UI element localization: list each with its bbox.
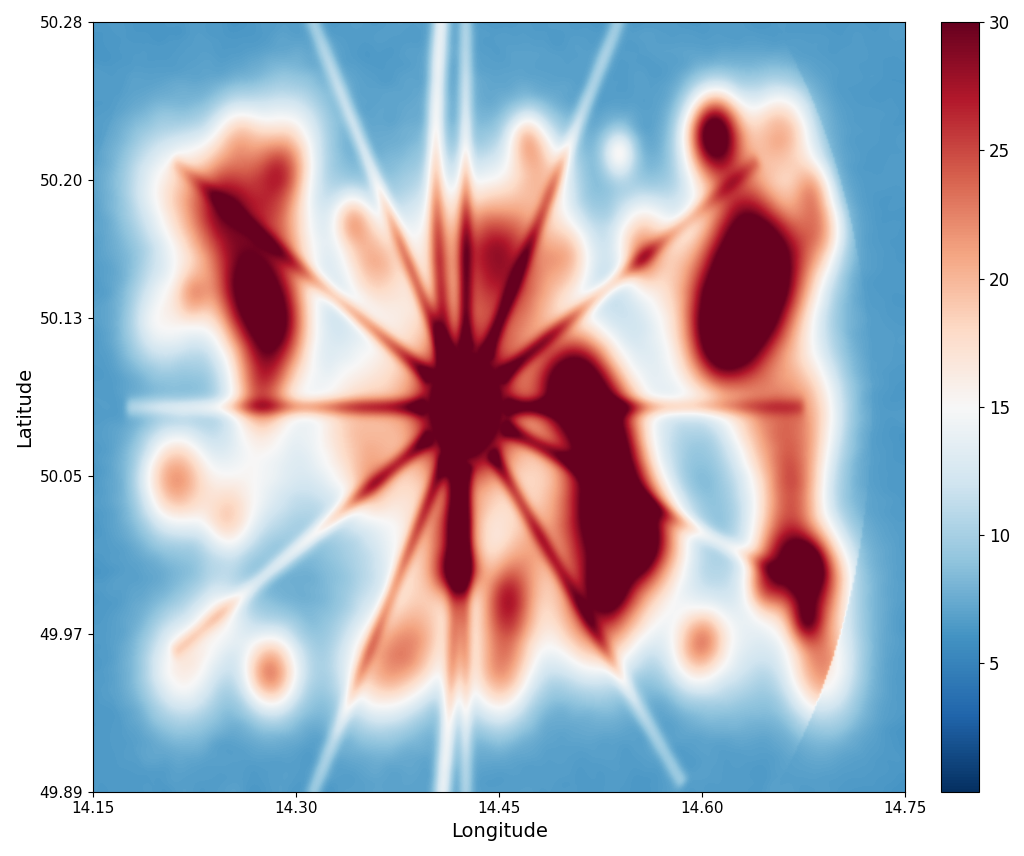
X-axis label: Longitude: Longitude <box>451 822 548 841</box>
Y-axis label: Latitude: Latitude <box>15 367 34 447</box>
